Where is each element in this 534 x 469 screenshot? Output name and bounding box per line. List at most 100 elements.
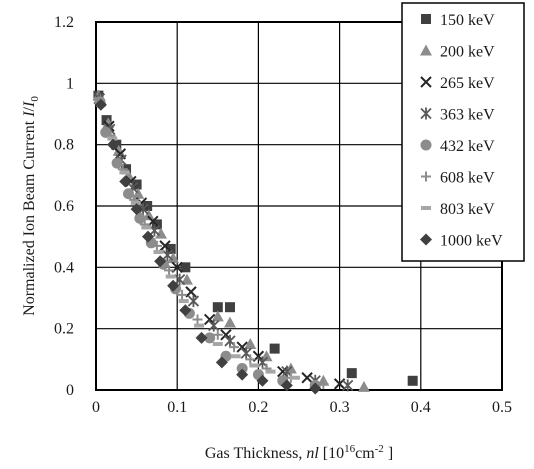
data-point <box>122 188 134 200</box>
data-point <box>301 372 313 384</box>
data-point <box>141 225 152 230</box>
data-point <box>94 98 107 111</box>
data-point <box>244 338 257 349</box>
data-point <box>289 375 300 380</box>
legend-label: 432 keV <box>440 138 495 155</box>
x-tick-label: 0.3 <box>330 399 350 416</box>
data-point <box>167 279 180 292</box>
data-point <box>229 342 240 353</box>
data-point <box>407 375 418 386</box>
data-point <box>165 243 176 254</box>
data-point <box>119 170 130 175</box>
x-tick-label: 0.2 <box>248 399 268 416</box>
data-point <box>161 249 174 262</box>
data-point <box>230 354 241 359</box>
legend-box <box>401 2 525 262</box>
data-point <box>195 331 208 344</box>
data-point <box>269 343 280 354</box>
series-432-kev <box>94 96 321 391</box>
data-point <box>130 200 141 205</box>
y-axis-ticks: 0 0.2 0.4 0.6 0.8 1 1.2 <box>54 14 74 399</box>
legend-label: 265 keV <box>440 75 495 92</box>
data-point <box>265 369 276 374</box>
data-point <box>111 157 123 169</box>
x-tick-label: 0.1 <box>167 399 187 416</box>
x-axis-ticks: 0 0.1 0.2 0.3 0.4 0.5 <box>92 399 512 416</box>
data-point <box>180 262 191 273</box>
legend-label: 1000 keV <box>440 233 503 250</box>
y-tick-label: 1 <box>66 75 74 92</box>
data-point <box>346 368 357 379</box>
legend-marker <box>420 44 432 56</box>
data-point <box>309 382 322 395</box>
series-200-kev <box>92 89 370 392</box>
legend-marker <box>420 233 432 246</box>
data-point <box>249 363 260 368</box>
data-point <box>224 302 235 313</box>
data-point <box>211 310 224 322</box>
y-tick-label: 0.4 <box>54 259 74 276</box>
series-608-kev <box>95 96 329 389</box>
legend: 150 keV 200 keV 265 keV 363 keV 432 keV 608 k… <box>401 2 525 262</box>
data-point <box>260 350 273 362</box>
y-tick-label: 0.8 <box>54 137 74 154</box>
data-point <box>107 138 120 151</box>
data-point <box>185 286 197 298</box>
data-point <box>177 289 188 300</box>
data-point <box>208 319 220 332</box>
x-tick-label: 0 <box>92 399 100 416</box>
x-axis-title: Gas Thickness, nl [1016cm-2 ] <box>205 443 393 462</box>
data-point <box>153 250 164 254</box>
y-tick-label: 0.6 <box>54 198 74 215</box>
legend-marker <box>421 206 431 210</box>
data-point <box>187 295 200 308</box>
data-point <box>212 302 223 313</box>
data-point <box>137 203 149 216</box>
series-363-kev <box>93 92 354 392</box>
data-point <box>212 329 223 340</box>
x-tick-label: 0.5 <box>492 399 512 416</box>
data-point <box>141 230 154 243</box>
data-point <box>178 299 189 304</box>
data-point <box>180 273 193 285</box>
data-point <box>165 274 176 279</box>
data-point <box>130 203 143 216</box>
x-tick-label: 0.4 <box>411 399 431 416</box>
data-point <box>119 175 132 188</box>
y-tick-label: 1.2 <box>54 14 74 31</box>
data-point <box>256 374 269 387</box>
data-point <box>236 368 249 381</box>
data-point <box>134 212 146 224</box>
data-point <box>280 379 293 392</box>
data-point <box>142 209 155 221</box>
legend-marker <box>420 76 432 88</box>
data-point <box>318 378 329 389</box>
data-point <box>154 255 167 268</box>
data-point <box>164 265 175 276</box>
data-point <box>204 332 216 344</box>
data-point <box>194 323 205 328</box>
data-point <box>107 136 118 141</box>
legend-label: 363 keV <box>440 107 495 124</box>
data-point <box>236 363 248 375</box>
y-axis-title: Normalized Ion Beam Current I/I0 <box>21 96 41 316</box>
series-803-kev <box>95 102 300 380</box>
legend-label: 608 keV <box>440 170 495 187</box>
data-point <box>212 342 223 346</box>
series-1000-kev <box>94 98 322 395</box>
legend-marker <box>421 14 431 24</box>
series-150-kev <box>93 90 418 386</box>
data-point <box>167 252 180 264</box>
data-point <box>357 380 370 392</box>
data-points <box>92 89 418 395</box>
legend-marker <box>420 107 432 120</box>
legend-marker <box>421 171 431 182</box>
legend-label: 803 keV <box>440 201 495 218</box>
legend-label: 200 keV <box>440 44 495 61</box>
legend-marker <box>420 139 432 151</box>
data-point <box>342 379 354 392</box>
data-point <box>151 240 162 251</box>
data-point <box>101 115 112 126</box>
data-point <box>223 316 236 328</box>
